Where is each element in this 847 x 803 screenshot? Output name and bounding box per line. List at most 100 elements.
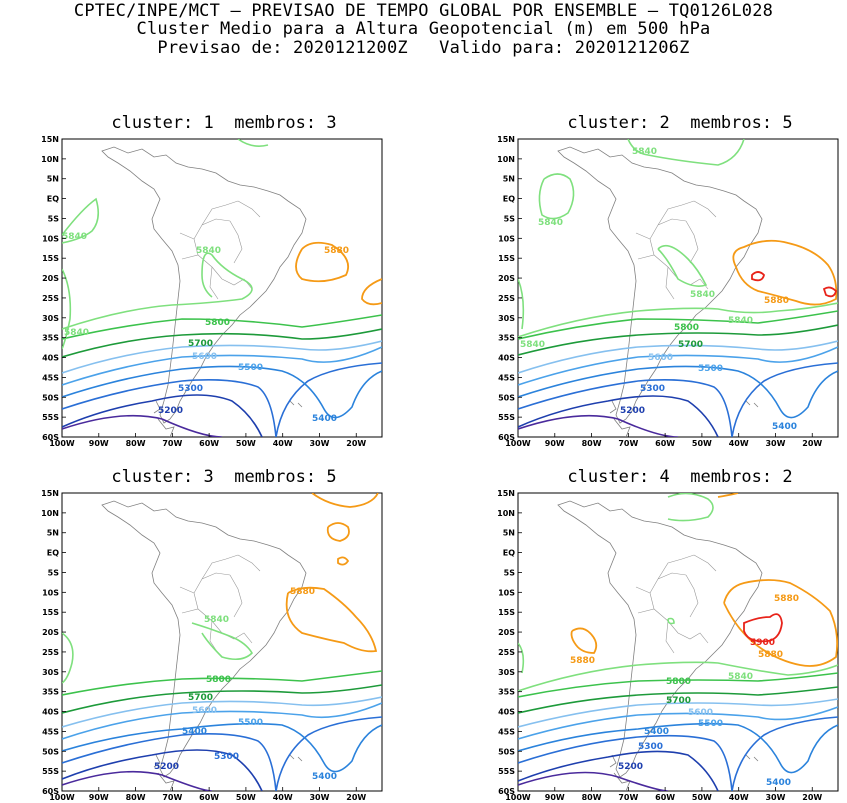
contour-label: 5200 xyxy=(618,762,643,772)
lat-tick-label: 40S xyxy=(42,354,59,363)
lon-tick-label: 90W xyxy=(545,439,565,448)
lat-tick-label: 5S xyxy=(48,568,60,577)
contour-label: 5600 xyxy=(688,708,713,718)
lon-tick-label: 20W xyxy=(802,793,822,802)
contour-label: 5840 xyxy=(196,246,221,256)
lon-tick-label: 90W xyxy=(545,793,565,802)
panel-2-frame xyxy=(517,138,839,438)
lon-tick-label: 100W xyxy=(49,793,75,802)
lat-tick-label: 45S xyxy=(498,373,515,382)
lat-tick-label: 15N xyxy=(41,489,59,498)
contour-label: 5400 xyxy=(772,422,797,432)
lat-tick-label: 35S xyxy=(42,334,59,343)
lat-tick-label: 45S xyxy=(42,373,59,382)
lat-tick-label: 30S xyxy=(498,668,515,677)
contour-label: 5840 xyxy=(728,316,753,326)
panel-4-title: cluster: 4 membros: 2 xyxy=(567,467,793,487)
lat-tick-label: 15N xyxy=(41,135,59,144)
lon-tick-label: 60W xyxy=(199,793,219,802)
lon-tick-label: 80W xyxy=(582,793,602,802)
lon-tick-label: 70W xyxy=(162,793,182,802)
contour-label: 5200 xyxy=(154,762,179,772)
lat-tick-label: 10N xyxy=(497,509,515,518)
contour-label: 5600 xyxy=(192,352,217,362)
lat-tick-label: 5N xyxy=(503,175,515,184)
panel-4-frame xyxy=(517,492,839,792)
lon-tick-label: 20W xyxy=(346,793,366,802)
contour-label: 5200 xyxy=(158,406,183,416)
lat-tick-label: 15S xyxy=(42,254,59,263)
contour-label: 5840 xyxy=(204,615,229,625)
contour-label: 5800 xyxy=(205,318,230,328)
panel-3-title: cluster: 3 membros: 5 xyxy=(111,467,337,487)
lat-tick-label: 55S xyxy=(498,413,515,422)
panel-2-map: 5840 5840 5840 5840 5840 5880 5800 5700 … xyxy=(518,139,838,437)
lat-tick-label: 30S xyxy=(42,314,59,323)
contour-label: 5840 xyxy=(728,672,753,682)
lat-tick-label: 25S xyxy=(498,648,515,657)
lat-tick-label: 5S xyxy=(48,214,60,223)
lat-tick-label: 10N xyxy=(41,509,59,518)
lat-tick-label: 5N xyxy=(47,175,59,184)
contour-label: 5200 xyxy=(620,406,645,416)
contour-label: 5880 xyxy=(774,594,799,604)
lat-tick-label: 10S xyxy=(498,588,515,597)
lat-tick-label: 50S xyxy=(42,393,59,402)
lat-tick-label: 50S xyxy=(498,747,515,756)
lat-tick-label: 60S xyxy=(498,433,515,442)
lat-tick-label: 5N xyxy=(503,529,515,538)
lon-tick-label: 60W xyxy=(655,793,675,802)
panel-3-map: 5840 5880 5800 5700 5600 5500 5400 5300 … xyxy=(62,493,382,791)
lat-tick-label: 40S xyxy=(498,708,515,717)
contour-label: 5800 xyxy=(674,323,699,333)
lon-tick-label: 80W xyxy=(582,439,602,448)
lat-tick-label: 5S xyxy=(504,214,516,223)
panel-3-frame xyxy=(61,492,383,792)
lat-tick-label: 25S xyxy=(42,294,59,303)
panel-1-title: cluster: 1 membros: 3 xyxy=(111,113,337,133)
contour-label: 5840 xyxy=(690,290,715,300)
contour-label: 5400 xyxy=(644,727,669,737)
lon-tick-label: 20W xyxy=(346,439,366,448)
lat-tick-label: 50S xyxy=(498,393,515,402)
lat-tick-label: 10S xyxy=(498,234,515,243)
contour-label: 5700 xyxy=(678,340,703,350)
contour-label: 5400 xyxy=(182,727,207,737)
lat-tick-label: EQ xyxy=(503,195,515,204)
lon-tick-label: 80W xyxy=(126,793,146,802)
contour-label: 5700 xyxy=(188,339,213,349)
lat-tick-label: 35S xyxy=(498,334,515,343)
lat-tick-label: 55S xyxy=(498,767,515,776)
contour-label: 5840 xyxy=(538,218,563,228)
contour-label: 5880 xyxy=(324,246,349,256)
lat-tick-label: 10S xyxy=(42,234,59,243)
lat-tick-label: 30S xyxy=(498,314,515,323)
contour-label: 5880 xyxy=(570,656,595,666)
lon-tick-label: 50W xyxy=(236,793,256,802)
contour-label: 5600 xyxy=(192,706,217,716)
contour-label: 5900 xyxy=(750,638,775,648)
panel-4-map: 5880 5880 5880 5900 5800 5840 5700 5600 … xyxy=(518,493,838,791)
contour-label: 5840 xyxy=(632,147,657,157)
lon-tick-label: 70W xyxy=(618,439,638,448)
lat-tick-label: 15N xyxy=(497,135,515,144)
lon-tick-label: 40W xyxy=(273,439,293,448)
contour-label: 5700 xyxy=(666,696,691,706)
panel-1-frame xyxy=(61,138,383,438)
lon-tick-label: 20W xyxy=(802,439,822,448)
lat-tick-label: 10N xyxy=(41,155,59,164)
lon-tick-label: 50W xyxy=(692,793,712,802)
main-title: CPTEC/INPE/MCT – PREVISAO DE TEMPO GLOBA… xyxy=(73,1,774,21)
lat-tick-label: 25S xyxy=(498,294,515,303)
contour-label: 5880 xyxy=(764,296,789,306)
lat-tick-label: 15S xyxy=(498,608,515,617)
lat-tick-label: 60S xyxy=(498,787,515,796)
lon-tick-label: 40W xyxy=(729,793,749,802)
lon-tick-label: 100W xyxy=(505,439,531,448)
panel-2-title: cluster: 2 membros: 5 xyxy=(567,113,793,133)
subtitle: Cluster Medio para a Altura Geopotencial… xyxy=(136,19,711,39)
lon-tick-label: 50W xyxy=(236,439,256,448)
contour-label: 5840 xyxy=(62,232,87,242)
lon-tick-label: 50W xyxy=(692,439,712,448)
